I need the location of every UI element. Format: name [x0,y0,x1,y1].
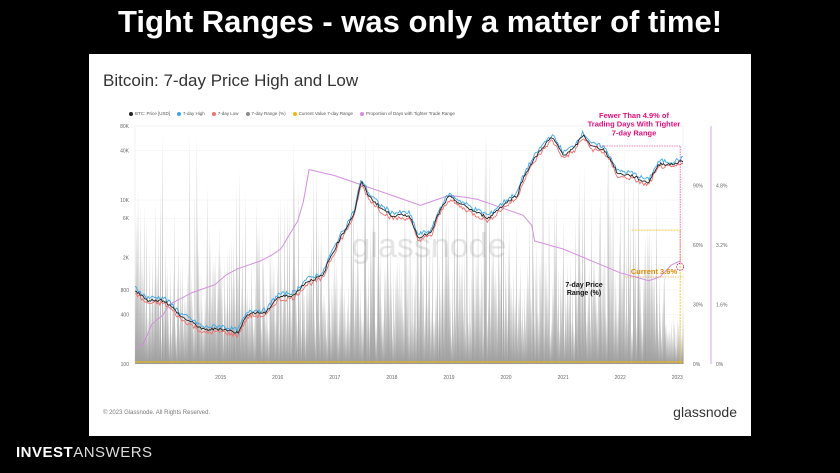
chart-card: Bitcoin: 7-day Price High and Low BTC: P… [89,54,751,436]
x-tick-label: 2019 [443,375,454,381]
range-bar-area [135,133,684,364]
x-tick-label: 2017 [329,375,340,381]
legend-label: 7-day Range (%) [251,111,286,116]
legend-item: 7-day Range (%) [245,111,286,116]
logo-invest: INVEST [16,444,74,461]
y-right-tick-label: 1.6% [716,303,728,309]
fewer-than-annotation-line: Fewer Than 4.9% of [599,111,670,120]
glassnode-logo: glassnode [673,404,737,420]
legend-label: Current Value 7-day Range [298,111,354,116]
y-mid-tick-label: 30% [693,303,704,309]
legend-label: Proportion of Days with Tighter Trade Ra… [366,111,455,116]
y-left-tick-label: 40K [120,149,130,155]
x-tick-label: 2016 [272,375,283,381]
fewer-than-annotation-line: Trading Days With Tighter [588,120,681,129]
chart-axes: 100 400 800 2K 6K 10K 40K 80K 0% 30% 60% 90% 0% 1.6% 3… [120,124,728,381]
low-series-line [134,138,684,339]
price-series-line [134,134,684,334]
x-tick-label: 2015 [215,375,226,381]
range-label-annotation-line: Range (%) [567,290,601,297]
y-left-tick-label: 6K [123,216,130,222]
legend-item: Current Value 7-day Range [292,111,354,116]
legend-swatch [245,111,250,116]
proportion-line [134,168,681,349]
chart-title: Bitcoin: 7-day Price High and Low [103,71,359,90]
legend-swatch [292,111,297,116]
legend-swatch [129,111,133,116]
slide-title: Tight Ranges - was only a matter of time… [117,4,723,39]
y-left-tick-label: 80K [120,124,130,130]
range-label-annotation: 7-day Price Range (%) [565,282,602,297]
fewer-than-annotation-line: 7-day Range [612,128,657,137]
proportion-highlight-circle [676,262,685,271]
legend-label: 7-day Low [217,111,239,116]
chart-svg: glassnode 1004008002K6K10K40K80K0%30%60%… [120,111,728,381]
logo-answers: ANSWERS [73,444,153,461]
current-annotation: Current 3.6% [631,267,678,276]
y-mid-tick-label: 90% [693,184,704,190]
legend-swatch [211,111,216,116]
legend-label: BTC: Price [USD] [135,111,171,116]
x-tick-label: 2022 [615,375,626,381]
x-tick-label: 2018 [386,375,397,381]
y-right-tick-label: 3.2% [716,243,728,249]
y-mid-tick-label: 60% [693,243,704,249]
y-left-tick-label: 800 [121,288,130,294]
high-series-line [134,129,684,334]
chart-annotations: Fewer Than 4.9% of Trading Days With Tigh… [565,111,685,297]
legend-item: 7-day High [177,111,205,116]
y-left-tick-label: 2K [123,255,130,261]
legend-item: Proportion of Days with Tighter Trade Ra… [360,111,455,116]
fewer-than-annotation: Fewer Than 4.9% of Trading Days With Tigh… [588,111,681,137]
chart-legend: BTC: Price [USD] 7-day High 7-day Low 7-day… [129,111,462,116]
y-left-tick-label: 100 [121,362,130,368]
copyright-text: © 2023 Glassnode. All Rights Reserved. [103,410,211,416]
range-label-annotation-line: 7-day Price [565,282,602,289]
y-mid-tick-label: 0% [693,362,701,368]
y-left-tick-label: 400 [121,313,130,319]
x-tick-label: 2021 [558,375,569,381]
price-lines [134,129,684,339]
legend-item: BTC: Price [USD] [129,111,170,116]
legend-swatch [360,111,365,116]
x-tick-label: 2023 [672,375,683,381]
legend-item: 7-day Low [211,111,239,116]
x-tick-label: 2020 [500,375,511,381]
legend-swatch [177,111,182,116]
investanswers-logo: INVESTANSWERS [16,444,153,461]
y-left-tick-label: 10K [120,198,130,204]
y-right-tick-label: 4.8% [716,184,728,190]
legend-label: 7-day High [183,111,205,116]
y-right-tick-label: 0% [716,362,724,368]
proportion-series-line [134,168,681,349]
